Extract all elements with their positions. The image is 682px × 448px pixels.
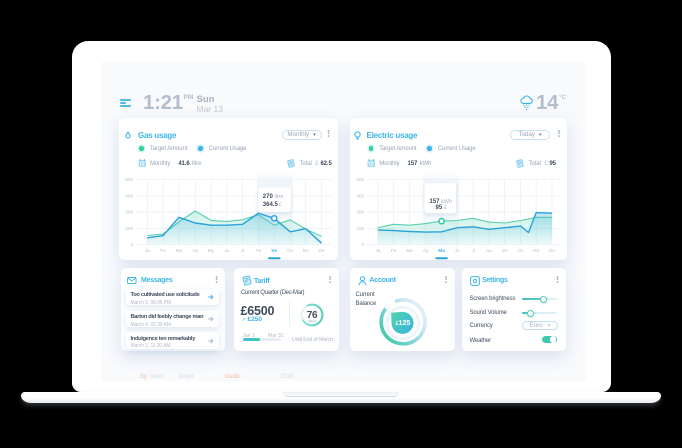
svg-text:Ma: Ma <box>406 248 413 254</box>
svg-text:300: 300 <box>125 209 133 214</box>
svg-text:400: 400 <box>125 193 133 198</box>
svg-text:95: 95 <box>436 205 443 211</box>
svg-text:litre: litre <box>275 194 284 200</box>
svg-text:Jl: Jl <box>471 248 474 254</box>
svg-text:Se: Se <box>502 248 508 254</box>
svg-text:De: De <box>318 248 324 254</box>
svg-text:Ap: Ap <box>423 248 429 254</box>
svg-text:My: My <box>208 248 215 254</box>
svg-text:Ja: Ja <box>375 248 380 254</box>
svg-text:days: days <box>307 318 316 323</box>
svg-text:kWh: kWh <box>441 199 452 205</box>
svg-text:Au: Au <box>255 248 261 254</box>
svg-text:600: 600 <box>356 177 364 182</box>
svg-text:£: £ <box>279 202 283 208</box>
svg-text:Ma: Ma <box>176 248 183 254</box>
svg-text:No: No <box>533 248 539 254</box>
svg-text:450: 450 <box>356 193 364 198</box>
svg-text:No: No <box>303 248 309 254</box>
svg-text:500: 500 <box>125 177 133 182</box>
svg-text:Au: Au <box>486 248 492 254</box>
svg-text:0: 0 <box>130 242 133 247</box>
svg-text:Se: Se <box>271 248 277 254</box>
svg-text:150: 150 <box>356 226 364 231</box>
svg-text:Ja: Ja <box>145 248 150 254</box>
svg-text:Fe: Fe <box>160 248 166 254</box>
svg-text:Ju: Ju <box>455 248 460 254</box>
svg-text:£: £ <box>444 205 448 211</box>
svg-text:157: 157 <box>430 199 441 205</box>
svg-text:364.5: 364.5 <box>263 202 279 208</box>
svg-text:270: 270 <box>263 194 274 200</box>
svg-text:Fe: Fe <box>391 248 397 254</box>
svg-text:300: 300 <box>356 209 364 214</box>
svg-text:£125: £125 <box>395 318 410 327</box>
svg-text:Ma: Ma <box>438 248 445 254</box>
svg-text:Ju: Ju <box>224 248 229 254</box>
svg-text:76: 76 <box>306 310 317 321</box>
svg-text:0: 0 <box>361 242 364 247</box>
svg-text:De: De <box>549 248 555 254</box>
svg-text:Oc: Oc <box>287 248 294 254</box>
svg-text:Ap: Ap <box>192 248 198 254</box>
svg-text:Jl: Jl <box>241 248 244 254</box>
svg-text:200: 200 <box>125 226 133 231</box>
svg-text:Oc: Oc <box>518 248 525 254</box>
